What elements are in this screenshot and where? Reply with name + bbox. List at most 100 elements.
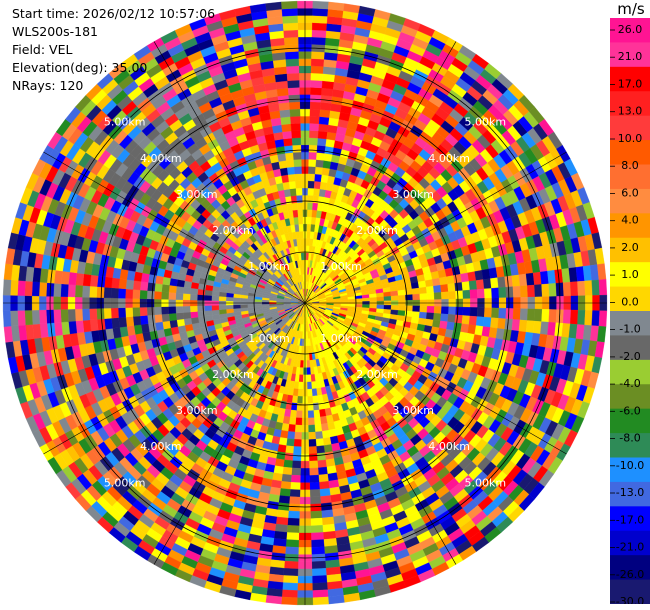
velocity-gate	[383, 304, 392, 310]
velocity-gate	[322, 73, 336, 83]
velocity-gate	[310, 532, 324, 541]
velocity-gate	[281, 473, 292, 483]
velocity-gate	[418, 311, 428, 320]
velocity-gate	[295, 231, 301, 240]
velocity-gate	[541, 309, 550, 323]
velocity-gate	[161, 313, 170, 322]
velocity-gate	[290, 482, 301, 491]
velocity-gate	[306, 223, 312, 232]
velocity-gate	[311, 575, 328, 584]
velocity-gate	[453, 322, 463, 333]
velocity-gate	[323, 444, 333, 453]
velocity-gate	[412, 293, 421, 301]
velocity-gate	[280, 481, 292, 490]
velocity-gate	[426, 312, 435, 321]
velocity-gate	[419, 305, 428, 313]
velocity-gate	[308, 144, 318, 153]
velocity-gate	[67, 308, 76, 322]
velocity-gate	[89, 274, 99, 287]
velocity-gate	[308, 137, 319, 146]
velocity-gate	[289, 489, 301, 498]
velocity-gate	[279, 167, 289, 176]
velocity-gate	[446, 321, 455, 331]
velocity-gate	[475, 279, 485, 290]
velocity-gate	[433, 292, 442, 300]
velocity-gate	[311, 546, 325, 555]
velocity-gate	[254, 303, 263, 308]
velocity-gate	[324, 451, 335, 461]
velocity-gate	[519, 308, 528, 321]
velocity-gate	[10, 279, 19, 296]
velocity-gate	[190, 316, 200, 325]
velocity-gate	[390, 305, 399, 311]
velocity-gate	[293, 216, 299, 225]
velocity-gate	[511, 274, 521, 287]
velocity-gate	[317, 137, 327, 147]
velocity-gate	[318, 123, 329, 133]
velocity-gate	[281, 123, 292, 133]
velocity-gate	[308, 424, 316, 433]
velocity-gate	[261, 303, 270, 307]
velocity-gate	[161, 291, 169, 300]
velocity-gate	[318, 408, 327, 418]
velocity-gate	[307, 388, 313, 397]
velocity-gate	[313, 416, 322, 426]
velocity-gate	[440, 284, 449, 293]
velocity-gate	[454, 282, 463, 292]
velocity-gate	[155, 275, 164, 285]
velocity-gate	[321, 509, 334, 519]
velocity-gate	[285, 539, 299, 548]
velocity-gate	[211, 295, 220, 301]
velocity-gate	[189, 305, 198, 313]
velocity-gate	[182, 305, 191, 313]
velocity-gate	[505, 308, 514, 320]
velocity-gate	[584, 280, 593, 296]
velocity-gate	[277, 153, 287, 162]
velocity-gate	[111, 277, 120, 289]
velocity-gate	[312, 596, 329, 606]
velocity-gate	[175, 312, 184, 321]
velocity-gate	[319, 488, 331, 497]
velocity-gate	[597, 325, 607, 343]
velocity-gate	[483, 278, 492, 290]
velocity-gate	[287, 510, 300, 519]
velocity-gate	[225, 296, 234, 302]
velocity-gate	[312, 589, 329, 598]
velocity-gate	[310, 510, 323, 519]
velocity-gate	[310, 525, 324, 534]
velocity-gate	[534, 308, 543, 322]
velocity-gate	[288, 416, 297, 426]
velocity-gate	[322, 530, 337, 540]
velocity-gate	[316, 445, 325, 454]
velocity-gate	[96, 286, 105, 298]
velocity-gate	[82, 273, 92, 287]
velocity-gate	[577, 309, 586, 326]
velocity-gate	[390, 290, 399, 297]
velocity-gate	[53, 283, 62, 297]
velocity-gate	[125, 279, 135, 290]
velocity-gate	[218, 309, 227, 315]
velocity-gate	[311, 539, 325, 548]
velocity-gate	[310, 374, 316, 383]
velocity-gate	[319, 109, 331, 118]
velocity-gate	[314, 431, 323, 440]
velocity-gate	[68, 320, 78, 335]
velocity-gate	[31, 309, 40, 325]
velocity-gate	[103, 307, 112, 319]
velocity-gate	[512, 285, 521, 298]
velocity-gate	[453, 273, 463, 284]
velocity-gate	[439, 320, 448, 330]
velocity-gate	[497, 318, 506, 330]
velocity-gate	[448, 306, 457, 316]
velocity-gate	[490, 277, 499, 289]
velocity-gate	[82, 285, 91, 298]
velocity-gate	[527, 284, 536, 298]
velocity-gate	[317, 459, 327, 469]
velocity-gate	[390, 295, 399, 301]
velocity-gate	[287, 424, 296, 433]
velocity-gate	[68, 271, 78, 286]
velocity-gate	[286, 159, 295, 168]
velocity-gate	[433, 285, 442, 294]
velocity-gate	[82, 319, 92, 333]
velocity-gate	[125, 307, 134, 318]
